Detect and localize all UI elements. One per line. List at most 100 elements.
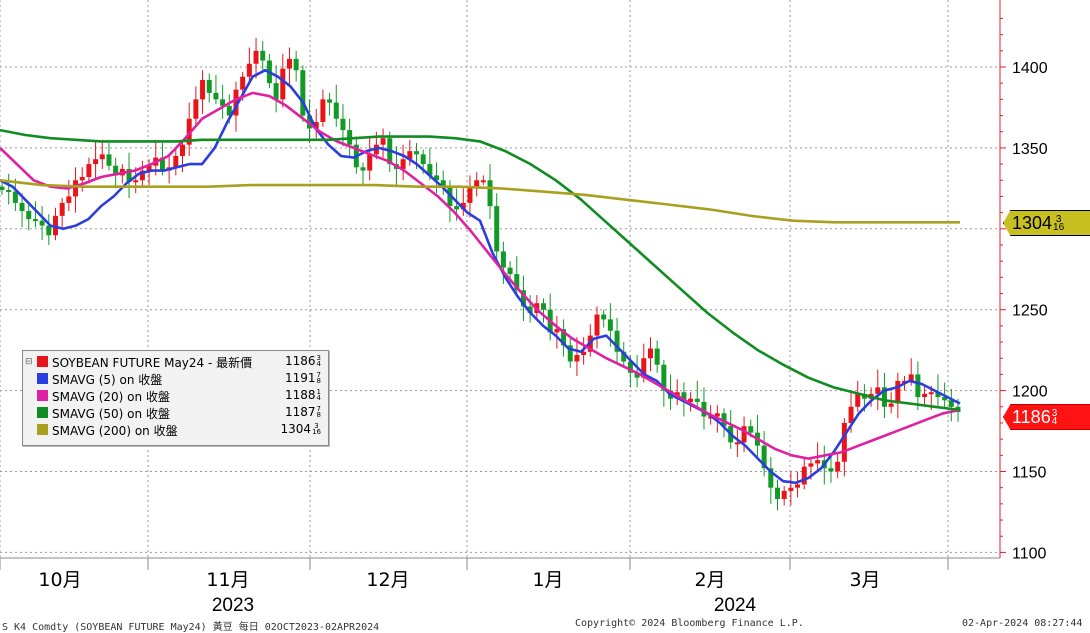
chart-grid bbox=[0, 0, 1000, 558]
candle-down bbox=[487, 180, 493, 207]
candle-up bbox=[641, 358, 647, 378]
y-tick-label: 1100 bbox=[1012, 545, 1047, 562]
candle-down bbox=[440, 180, 446, 187]
candle-down bbox=[12, 191, 18, 203]
candle-up bbox=[133, 180, 139, 183]
footer-ticker: S K4 Comdty (SOYBEAN FUTURE May24) 黃豆 每日… bbox=[2, 622, 380, 633]
candle-down bbox=[721, 413, 727, 427]
candle-up bbox=[922, 393, 928, 398]
candle-down bbox=[113, 165, 119, 176]
candle-down bbox=[293, 58, 299, 71]
x-year-label: 2023 bbox=[212, 595, 254, 616]
legend-swatch bbox=[37, 373, 48, 384]
candle-down bbox=[0, 186, 5, 190]
candle-up bbox=[581, 351, 587, 356]
y-tick-label: 1200 bbox=[1012, 384, 1048, 401]
candle-up bbox=[928, 392, 934, 395]
candle-down bbox=[307, 115, 313, 129]
candle-up bbox=[708, 416, 714, 419]
candle-up bbox=[180, 144, 186, 156]
candle-down bbox=[607, 319, 613, 331]
candle-up bbox=[233, 89, 239, 116]
candle-down bbox=[627, 361, 633, 373]
candle-up bbox=[400, 159, 406, 169]
candle-down bbox=[601, 314, 607, 320]
candle-down bbox=[935, 392, 941, 398]
candle-down bbox=[260, 50, 266, 61]
candle-down bbox=[621, 351, 627, 362]
y-tick-label: 1400 bbox=[1012, 60, 1048, 77]
x-tick-label: 11月 bbox=[206, 569, 249, 591]
legend-swatch bbox=[37, 424, 48, 435]
candle-down bbox=[213, 92, 219, 100]
candle-up bbox=[66, 196, 72, 203]
legend-value: 1304 3 16 bbox=[280, 421, 321, 436]
legend-value: 1186 3 4 bbox=[284, 353, 321, 368]
candle-down bbox=[520, 290, 526, 307]
candle-up bbox=[380, 138, 386, 145]
x-year-label: 2024 bbox=[714, 595, 757, 616]
candle-up bbox=[407, 151, 413, 160]
legend-label: SMAVG (200) on 收盤 bbox=[52, 424, 178, 438]
candle-up bbox=[139, 170, 145, 181]
candle-down bbox=[527, 306, 533, 313]
candle-up bbox=[320, 99, 326, 123]
candle-down bbox=[420, 154, 426, 165]
candle-down bbox=[507, 267, 513, 275]
candle-up bbox=[741, 426, 747, 443]
candle-down bbox=[206, 79, 212, 93]
candle-down bbox=[46, 225, 52, 236]
candle-up bbox=[781, 490, 787, 500]
candle-up bbox=[855, 393, 861, 407]
candle-up bbox=[714, 413, 720, 417]
x-axis: 10月 11月 12月 1月 2月 3月 2023 2024 bbox=[0, 557, 1000, 616]
candle-up bbox=[253, 50, 259, 64]
legend-swatch bbox=[37, 356, 48, 367]
y-axis: 1100115012001250130013501400 bbox=[999, 0, 1048, 562]
candle-down bbox=[541, 303, 547, 310]
candle-down bbox=[32, 219, 38, 222]
candle-up bbox=[313, 122, 319, 129]
candle-down bbox=[413, 151, 419, 155]
expand-icon: ⊟ bbox=[25, 357, 33, 367]
ma-line-3 bbox=[0, 128, 961, 412]
candle-up bbox=[688, 398, 694, 402]
footer-timestamp: 02-Apr-2024 08:27:44 bbox=[962, 618, 1083, 629]
candle-down bbox=[39, 220, 45, 226]
legend-label: SOYBEAN FUTURE May24 - 最新價 bbox=[52, 356, 253, 370]
candle-down bbox=[614, 330, 620, 352]
candle-up bbox=[801, 466, 807, 485]
candle-up bbox=[240, 76, 246, 90]
candle-up bbox=[841, 422, 847, 462]
legend-label: SMAVG (5) on 收盤 bbox=[52, 373, 163, 387]
candle-up bbox=[467, 186, 473, 203]
candle-down bbox=[454, 206, 460, 210]
candle-down bbox=[828, 468, 834, 472]
flag-last-price: 1186 3 4 bbox=[1003, 404, 1090, 430]
candle-down bbox=[226, 105, 232, 116]
candle-down bbox=[19, 202, 25, 212]
x-tick-label: 2月 bbox=[694, 569, 725, 591]
candle-up bbox=[367, 154, 373, 171]
candle-down bbox=[340, 118, 346, 131]
candle-up bbox=[647, 348, 653, 359]
x-tick-label: 1月 bbox=[532, 569, 563, 591]
legend[interactable]: ⊟ SOYBEAN FUTURE May24 - 最新價 1186 3 4 SMAV… bbox=[22, 350, 329, 446]
candle-up bbox=[73, 180, 79, 197]
candle-down bbox=[634, 372, 640, 378]
candle-up bbox=[59, 202, 65, 216]
candle-up bbox=[734, 442, 740, 445]
candle-up bbox=[93, 159, 99, 165]
candle-down bbox=[567, 345, 573, 362]
ma-line-2 bbox=[0, 91, 961, 460]
candle-up bbox=[888, 403, 894, 407]
candle-up bbox=[574, 355, 580, 362]
candle-up bbox=[200, 79, 206, 100]
candle-down bbox=[106, 154, 112, 166]
y-tick-label: 1150 bbox=[1012, 465, 1047, 482]
legend-swatch bbox=[37, 407, 48, 418]
candle-down bbox=[126, 168, 132, 182]
candle-up bbox=[86, 164, 92, 178]
x-tick-label: 10月 bbox=[38, 569, 81, 591]
candle-down bbox=[768, 468, 774, 488]
